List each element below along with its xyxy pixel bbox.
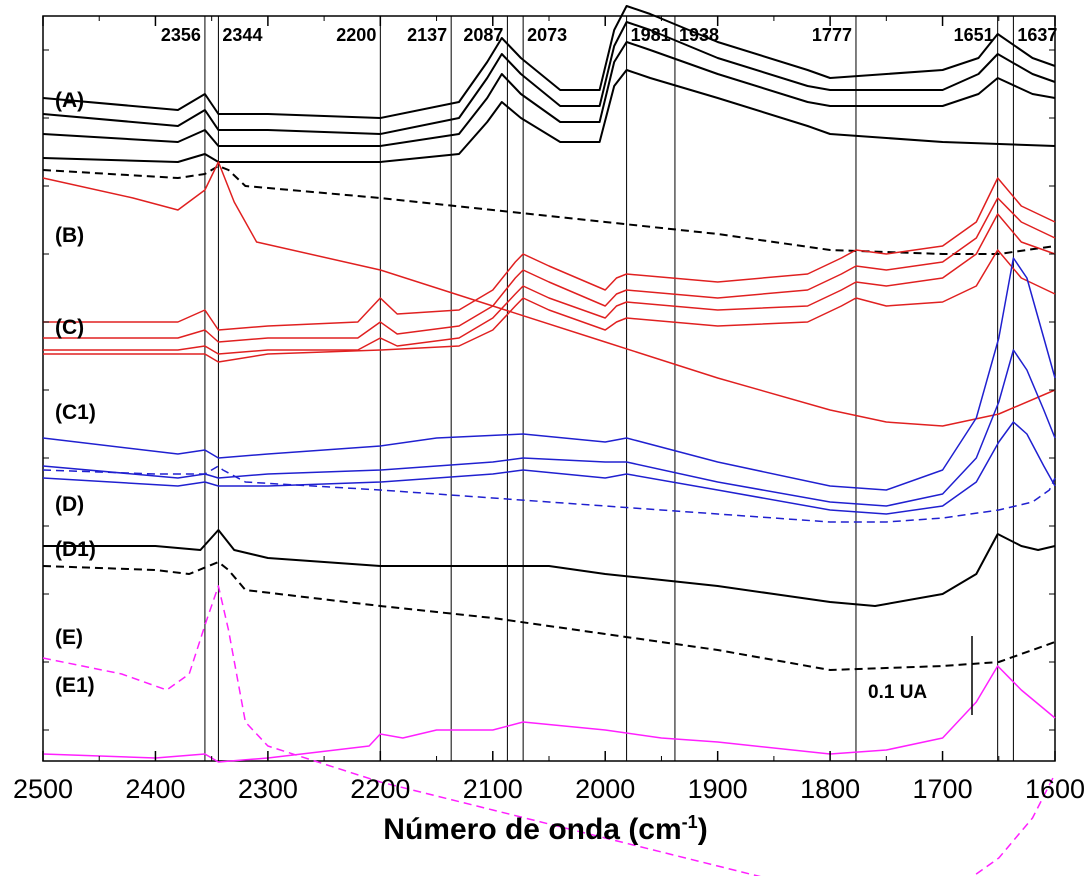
- spectrum-line-1: [42, 5, 1056, 119]
- series-label-6: (D1): [55, 538, 96, 561]
- peak-label-1637: 1637: [1017, 25, 1057, 45]
- peak-label-2137: 2137: [407, 25, 447, 45]
- spectrum-line-3: [42, 41, 1056, 147]
- spectrum-line-11: [42, 257, 1056, 491]
- spectrum-line-8: [43, 197, 1056, 343]
- peak-label-1938: 1938: [679, 25, 719, 45]
- x-tick-label-1800: 1800: [800, 774, 860, 804]
- scale-bar-label: 0.1 UA: [868, 682, 927, 703]
- x-tick-label-2300: 2300: [238, 774, 298, 804]
- x-tick-label-2400: 2400: [125, 774, 185, 804]
- spectrum-line-9: [43, 213, 1056, 355]
- spectrum-line-10: [43, 249, 1056, 363]
- series-label-2: (B): [55, 224, 84, 247]
- x-tick-label-2100: 2100: [463, 774, 523, 804]
- x-tick-label-1600: 1600: [1025, 774, 1085, 804]
- peak-label-1777: 1777: [812, 25, 852, 45]
- x-tick-label-1900: 1900: [688, 774, 748, 804]
- series-label-1: (A): [55, 89, 84, 112]
- x-axis-title-main: Número de onda (cm: [383, 813, 682, 846]
- x-axis-title-close: ): [697, 813, 708, 846]
- peak-label-1651: 1651: [954, 25, 994, 45]
- spectrum-line-14: [42, 465, 1056, 523]
- x-tick-label-2200: 2200: [350, 774, 410, 804]
- peak-labels: 2356 2344 2200 2137 2087 2073 1981 1938 1777 1651…: [161, 25, 1058, 45]
- spectrum-line-13: [42, 421, 1056, 515]
- spectrum-line-6: [42, 161, 1056, 427]
- peak-label-2200: 2200: [336, 25, 376, 45]
- x-axis-title-unit-exponent: -1: [681, 812, 698, 832]
- spectrum-line-5: [42, 165, 1056, 255]
- spectrum-line-15: [43, 529, 1056, 607]
- series-label-8: (E1): [55, 674, 95, 697]
- x-tick-label-2000: 2000: [575, 774, 635, 804]
- peak-label-2344: 2344: [222, 25, 262, 45]
- series-label-7: (E): [55, 626, 83, 649]
- series-label-4: (C1): [55, 401, 96, 424]
- peak-label-2356: 2356: [161, 25, 201, 45]
- spectrum-line-12: [42, 349, 1056, 507]
- peak-label-1981: 1981: [631, 25, 671, 45]
- x-axis-title: Número de onda (cm-1): [0, 812, 1091, 847]
- series-label-3: (C): [55, 316, 84, 339]
- spectrum-line-7: [43, 177, 1056, 331]
- x-tick-label-2500: 2500: [13, 774, 73, 804]
- spectrum-line-16: [42, 561, 1056, 671]
- spectrum-line-17: [42, 665, 1056, 763]
- peak-label-2073: 2073: [527, 25, 567, 45]
- reference-lines: [204, 16, 1014, 761]
- spectrum-line-2: [42, 21, 1056, 135]
- spectrum-line-4: [42, 69, 1056, 163]
- spectrum-line-18: [42, 585, 1056, 876]
- axis-ticks: 2500 2400 2300 2200 2100 2000 1900 1800 1700 1600: [13, 16, 1085, 804]
- peak-label-2087: 2087: [463, 25, 503, 45]
- series-labels: (A) (B) (C) (C1) (D) (D1) (E) (E1): [55, 89, 96, 697]
- series-label-5: (D): [55, 493, 84, 516]
- spectra-series: [42, 5, 1056, 876]
- plot-frame: [42, 15, 1056, 762]
- x-tick-label-1700: 1700: [913, 774, 973, 804]
